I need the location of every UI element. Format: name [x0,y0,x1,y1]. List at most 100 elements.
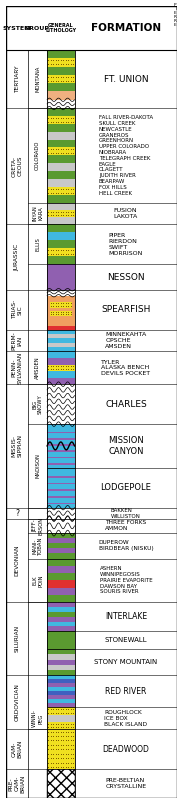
Bar [47,559,75,566]
Bar [47,171,75,179]
Bar [47,519,75,533]
Text: MONTANA: MONTANA [35,66,40,92]
Text: MINNEKAHTA
OPSCHE
AMSDEN: MINNEKAHTA OPSCHE AMSDEN [105,332,146,349]
Text: PERM-
IAN: PERM- IAN [12,332,22,350]
Bar [47,691,75,695]
Text: CAM-
BRIAN: CAM- BRIAN [12,740,22,758]
Bar [47,699,75,703]
Bar [47,202,75,210]
Bar [47,264,75,290]
Bar [47,444,75,446]
Text: ?: ? [15,509,19,518]
Bar [47,650,75,654]
Bar [47,654,75,659]
Text: TERTIARY: TERTIARY [15,66,20,93]
Bar [50,302,72,308]
Bar [47,108,75,202]
Bar [47,334,75,339]
Bar [47,100,75,108]
Bar [47,248,75,256]
Text: FORMATION: FORMATION [91,23,161,34]
Bar [47,533,75,559]
Text: GROUP: GROUP [25,26,50,30]
Text: ROUGHLOCK
ICE BOX
BLACK ISLAND: ROUGHLOCK ICE BOX BLACK ISLAND [104,710,147,726]
Bar [47,384,75,424]
Bar [47,66,75,75]
Text: ORDOVICIAN: ORDOVICIAN [15,683,20,721]
Bar [47,476,75,478]
Bar [47,364,75,371]
Text: ELK
POIN: ELK POIN [32,574,43,586]
Bar [47,358,75,364]
Bar [47,729,75,769]
Bar [47,431,75,434]
Bar [47,225,75,264]
Bar [47,703,75,707]
Text: LODGEPOLE: LODGEPOLE [100,483,151,492]
Text: DUPEROW
BIRDBEAR (NISKU): DUPEROW BIRDBEAR (NISKU) [99,540,153,551]
Text: PIPER
RIERDON
SWIFT
MORRISON: PIPER RIERDON SWIFT MORRISON [109,233,143,256]
Bar [47,548,75,554]
Bar [47,264,75,290]
Bar [47,496,75,498]
Bar [47,155,75,163]
Bar [47,650,75,675]
Bar [47,665,75,670]
Bar [47,769,75,798]
Bar [47,769,75,798]
Text: MISSIS-
SIPPIAN: MISSIS- SIPPIAN [12,435,22,458]
Bar [47,451,75,452]
Text: JURASSIC: JURASSIC [15,244,20,271]
Bar [47,573,75,580]
Text: RED RIVER: RED RIVER [105,686,147,696]
Text: BAKKEN
WILLISTON: BAKKEN WILLISTON [111,507,141,519]
Bar [47,580,75,587]
Bar [47,140,75,148]
Bar [47,631,75,650]
Bar [47,256,75,264]
Bar [47,327,75,330]
Bar [47,50,75,108]
Bar [47,507,75,519]
Text: CRETA-
CEOUS: CRETA- CEOUS [12,156,22,177]
Bar [47,290,75,296]
Bar [47,225,75,233]
Bar [47,554,75,559]
Bar [47,202,75,225]
Bar [47,210,75,217]
Bar [47,622,75,626]
Text: PRE-
CAM-
BRIAN: PRE- CAM- BRIAN [9,774,25,793]
Bar [47,543,75,548]
Bar [47,163,75,171]
Text: DEADWOOD: DEADWOOD [103,745,149,753]
Bar [47,384,75,424]
Text: TRIAS-
SIC: TRIAS- SIC [12,300,22,320]
Bar [47,602,75,607]
Bar [47,675,75,679]
Text: SILURIAN: SILURIAN [15,625,20,652]
Bar [47,58,75,66]
Text: MISSION
CANYON: MISSION CANYON [108,436,144,455]
Bar [47,50,75,58]
Text: JEFF-
ERSON: JEFF- ERSON [32,517,43,535]
Bar [47,612,75,617]
Bar [47,559,75,602]
Bar [47,631,75,650]
Text: FUSION
LAKOTA: FUSION LAKOTA [114,208,138,219]
Bar [47,566,75,573]
Text: STONEWALL: STONEWALL [105,638,147,643]
Text: P
I
E
R
R
E: P I E R R E [173,2,176,26]
Bar [47,347,75,352]
Bar [47,539,75,543]
Bar [47,438,75,439]
Text: MANI-
TOBAN: MANI- TOBAN [32,537,43,555]
Bar [47,290,75,330]
Bar [47,378,75,384]
Bar [47,679,75,683]
Bar [47,503,75,504]
Text: MADISON: MADISON [35,454,40,479]
Bar [47,91,75,100]
Text: COLORADO: COLORADO [35,141,40,170]
Bar [47,352,75,358]
Bar [47,533,75,539]
